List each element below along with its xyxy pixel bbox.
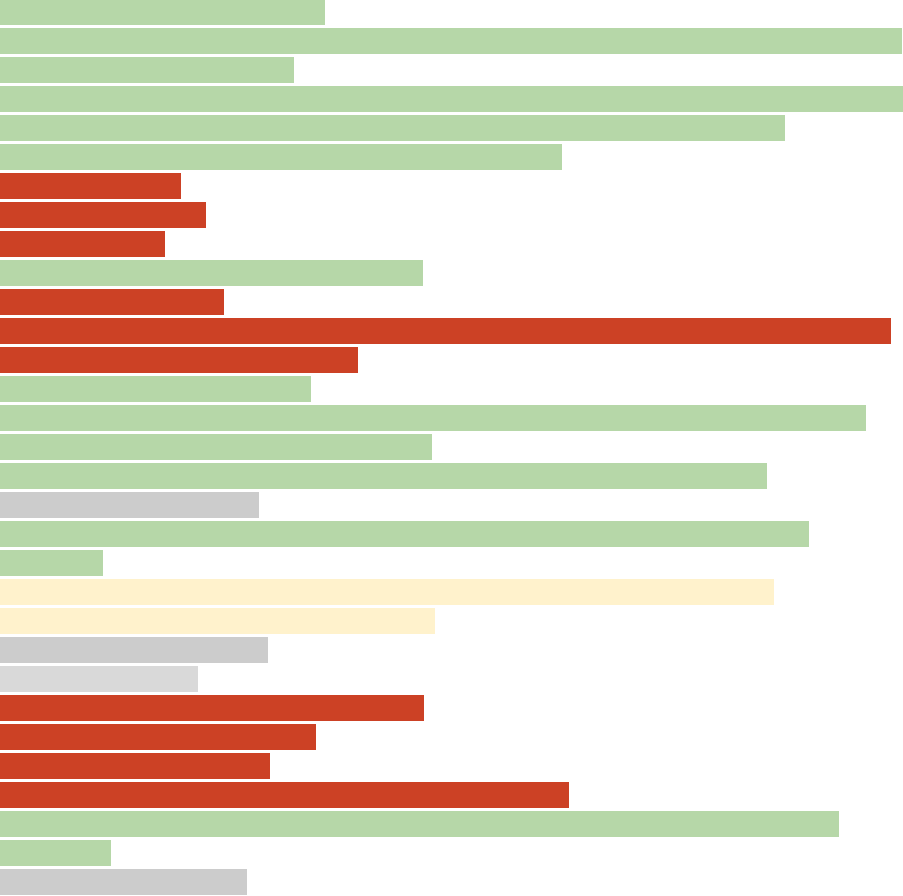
bar-14	[0, 376, 311, 402]
bar-21	[0, 579, 774, 605]
bar-20	[0, 550, 103, 576]
bar-16	[0, 434, 432, 460]
bar-11	[0, 289, 224, 315]
bar-2	[0, 28, 902, 54]
bar-7	[0, 173, 181, 199]
bar-19	[0, 521, 809, 547]
bar-18	[0, 492, 259, 518]
bar-30	[0, 840, 111, 866]
bar-12	[0, 318, 891, 344]
bar-8	[0, 202, 206, 228]
bar-13	[0, 347, 358, 373]
bar-24	[0, 666, 198, 692]
bar-31	[0, 869, 247, 895]
bar-10	[0, 260, 423, 286]
bar-3	[0, 57, 294, 83]
bar-17	[0, 463, 767, 489]
bar-5	[0, 115, 785, 141]
bar-26	[0, 724, 316, 750]
bar-23	[0, 637, 268, 663]
bar-27	[0, 753, 270, 779]
bar-1	[0, 0, 325, 25]
bar-4	[0, 86, 903, 112]
bar-25	[0, 695, 424, 721]
bar-29	[0, 811, 839, 837]
bar-22	[0, 608, 435, 634]
bar-6	[0, 144, 562, 170]
bar-28	[0, 782, 569, 808]
bar-9	[0, 231, 165, 257]
bar-15	[0, 405, 866, 431]
